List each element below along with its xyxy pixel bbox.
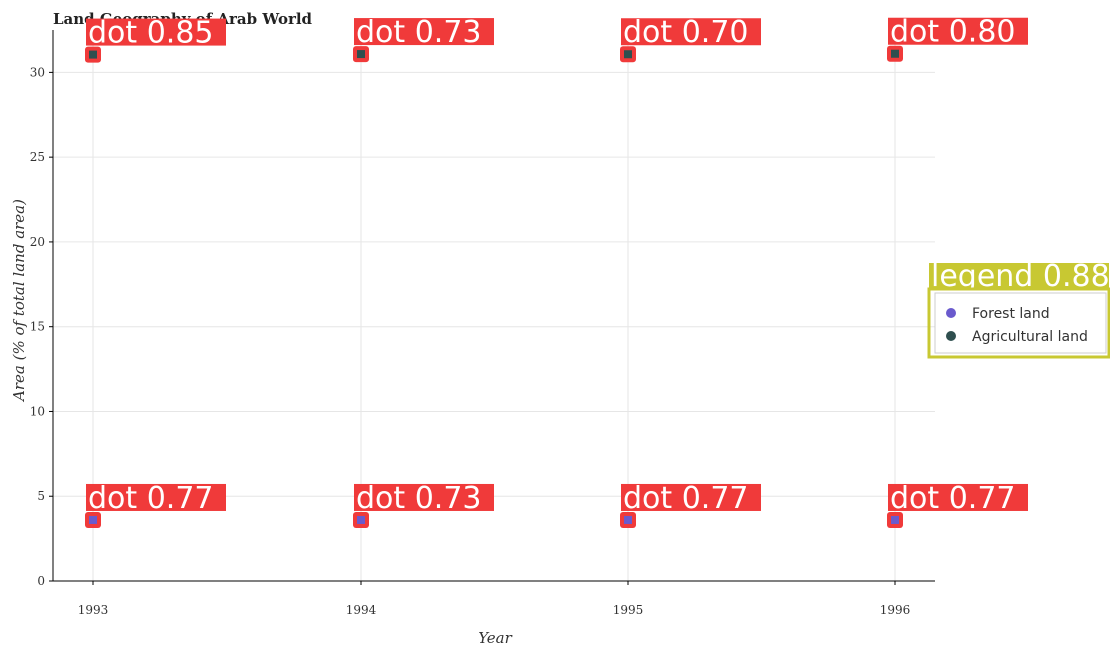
agricultural-detection-label: dot 0.80 [890, 15, 1016, 50]
y-tick-label: 15 [30, 320, 45, 334]
forest-point [89, 515, 97, 524]
forest-detection-label: dot 0.77 [890, 481, 1016, 516]
agricultural-point [89, 50, 97, 59]
y-tick-label: 20 [30, 235, 45, 249]
y-axis-label: Area (% of total land area) [10, 199, 28, 403]
forest-point [891, 515, 899, 524]
legend-forest-label: Forest land [972, 306, 1050, 322]
data-points: dot 0.85 dot 0.77 dot 0.73 dot 0.73 dot 0.70… [85, 15, 1028, 528]
y-tick-label: 0 [37, 574, 45, 588]
legend-agricultural-marker [946, 331, 956, 341]
y-tick-label: 30 [30, 65, 45, 79]
y-tick-label: 10 [30, 404, 45, 418]
legend-agricultural-label: Agricultural land [972, 329, 1088, 345]
legend-detection-label-bg [929, 263, 1109, 289]
axes [52, 30, 935, 582]
y-tick-labels: 0 5 10 15 20 25 30 [30, 65, 53, 588]
agricultural-detection-label-bg [86, 18, 226, 46]
agricultural-detection-label-bg [888, 17, 1028, 45]
x-axis-label: Year [478, 629, 512, 647]
agricultural-detection-label: dot 0.85 [88, 16, 214, 51]
agricultural-detection-label: dot 0.73 [356, 15, 482, 50]
legend-forest-marker [946, 308, 956, 318]
agricultural-detection-label-bg [621, 18, 761, 46]
x-tick-label: 1994 [346, 603, 377, 617]
x-tick-labels: 1993 1994 1995 1996 [78, 581, 911, 617]
forest-point [357, 515, 365, 524]
forest-detection-label: dot 0.77 [623, 481, 749, 516]
agricultural-point [624, 50, 632, 59]
forest-detection-label-bg [621, 483, 761, 511]
agricultural-point [891, 49, 899, 58]
legend: legend 0.88 Forest land Agricultural lan… [927, 259, 1110, 359]
x-tick-label: 1996 [880, 603, 911, 617]
y-tick-label: 25 [30, 150, 45, 164]
forest-detection-label: dot 0.73 [356, 481, 482, 516]
forest-detection-label-bg [86, 483, 226, 511]
forest-detection-label-bg [354, 483, 494, 511]
forest-detection-label-bg [888, 483, 1028, 511]
agricultural-detection-label-bg [354, 18, 494, 46]
legend-box [934, 292, 1107, 354]
x-tick-label: 1995 [613, 603, 644, 617]
agricultural-detection-label: dot 0.70 [623, 15, 749, 50]
x-tick-label: 1993 [78, 603, 109, 617]
forest-point [624, 515, 632, 524]
y-tick-label: 5 [37, 489, 45, 503]
agricultural-point [357, 50, 365, 59]
forest-detection-label: dot 0.77 [88, 481, 214, 516]
legend-detection-box [927, 287, 1110, 359]
